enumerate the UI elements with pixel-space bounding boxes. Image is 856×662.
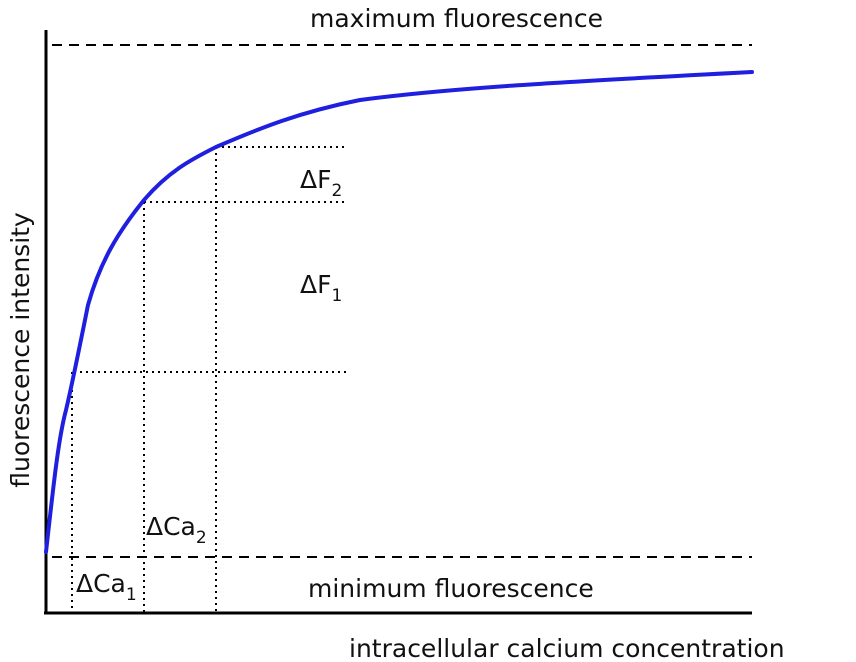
guide-lines [71,146,346,612]
delta-ca1-main: ΔCa [76,569,126,598]
delta-ca2-subscript: 2 [196,528,207,548]
fluorescence-curve [44,70,754,554]
min-fluorescence-label: minimum fluorescence [308,574,594,603]
delta-ca1-label: ΔCa1 [76,569,137,605]
delta-ca2-label: ΔCa2 [146,512,207,548]
delta-f1-label: ΔF1 [300,270,342,306]
delta-f2-main: ΔF [300,165,331,194]
delta-ca1-subscript: 1 [126,585,137,605]
delta-f2-label: ΔF2 [300,165,342,201]
max-fluorescence-label: maximum fluorescence [310,4,603,33]
delta-ca2-main: ΔCa [146,512,196,541]
x-axis-label: intracellular calcium concentration [349,634,785,662]
delta-f2-subscript: 2 [331,181,342,201]
delta-f1-subscript: 1 [331,286,342,306]
y-axis-label: fluorescence intensity [6,212,35,488]
delta-f1-main: ΔF [300,270,331,299]
